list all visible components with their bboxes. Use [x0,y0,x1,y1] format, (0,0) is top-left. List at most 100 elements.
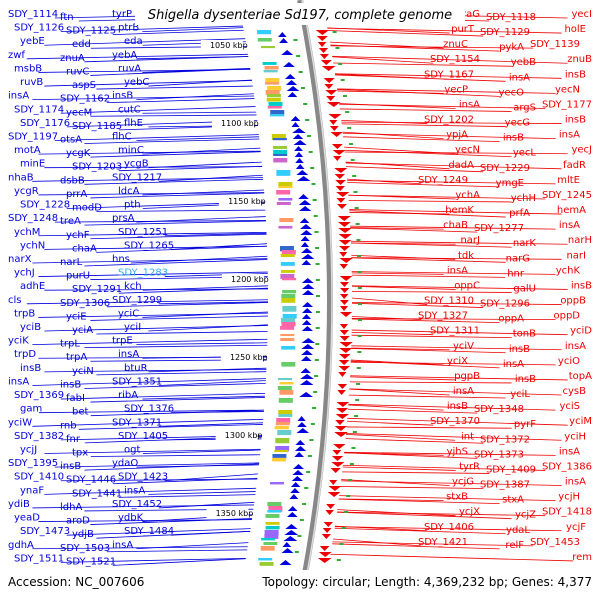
feature-block [268,506,283,512]
kbp-label-background [211,118,254,128]
leader-line-ychM [38,231,267,237]
leader-line-yecN [337,88,556,94]
gene-label-gdhA: gdhA [8,540,34,551]
gene-label-insB: insB [60,379,81,390]
leader-line-ydaL [334,527,506,535]
gene-label-stxB: stxB [446,492,468,503]
gene-label-aspS: aspS [72,80,96,91]
gene-label-relF: relF [505,540,524,551]
reverse-gene-arrow [331,456,344,461]
forward-gene-arrow [301,302,314,307]
leader-line-ruvA [142,68,251,73]
feature-block [279,218,294,223]
gene-label-insA: insA [8,376,29,387]
reverse-gene-arrow [335,414,349,419]
gene-label-prrA: prrA [66,189,87,200]
gene-label-yecP: yecP [444,84,468,95]
reverse-gene-arrow [321,66,336,71]
leader-line-pgpB [350,376,456,381]
leader-line-ycjH [339,495,556,501]
leader-line-SDY_1251 [164,232,267,237]
forward-gene-arrow [284,530,299,535]
gene-label-ycjZ: ycjZ [515,510,536,521]
reverse-gene-arrow [336,402,350,407]
reverse-gene-arrow [326,96,336,101]
gene-label-oppB: oppB [560,296,586,307]
leader-line-yciW [32,418,264,427]
leader-line-yciH [346,433,562,441]
reverse-gene-arrow [335,186,346,191]
feature-block [281,298,296,303]
reverse-gene-arrow [338,240,352,245]
gene-label-SDY_1311: SDY_1311 [430,326,480,337]
gene-label-SDY_1410: SDY_1410 [14,472,64,483]
leader-line-SDY_1291 [118,287,268,294]
leader-line-yciK [32,338,268,346]
leader-line-hns [130,255,268,264]
gene-label-tdk: tdk [458,250,474,261]
feature-block [261,46,276,49]
feature-block [265,522,280,525]
leader-line-insA [351,272,444,275]
forward-gene-arrow [301,260,312,265]
reverse-gene-arrow [337,390,346,395]
leader-line-insA [32,378,266,386]
feature-block [281,250,296,255]
reverse-gene-arrow [329,126,339,131]
gene-label-otsA: otsA [60,134,82,145]
feature-block [278,198,293,201]
feature-block [280,262,295,266]
reverse-gene-arrow [339,312,353,317]
feature-block [280,334,295,337]
gene-label-SDY_1162: SDY_1162 [60,94,110,105]
feature-block [261,538,276,541]
gene-label-ribA: ribA [118,390,138,401]
gene-label-hnr: hnr [507,268,525,279]
feature-block [257,38,272,42]
gene-label-ycjF: ycjF [566,522,586,533]
leader-line-SDY_1370 [347,420,434,426]
kbp-label-background [215,430,258,440]
leader-line-SDY_1310 [351,297,428,305]
gene-label-ogt: ogt [124,445,140,456]
feature-block [282,290,297,294]
leader-line-ynaF [44,487,257,495]
forward-gene-arrow [291,476,303,481]
reverse-gene-arrow [338,360,350,365]
leader-line-SDY_1154 [332,56,434,64]
gene-label-SDY_1217: SDY_1217 [112,172,162,183]
forward-gene-arrow [290,482,301,487]
gene-label-SDY_1327: SDY_1327 [418,311,468,322]
leader-line-gdhA [32,546,248,550]
gene-label-SDY_1395: SDY_1395 [8,458,58,469]
reverse-gene-arrow [336,204,348,209]
gene-label-SDY_1299: SDY_1299 [112,295,162,306]
gene-label-araG: araG [456,9,480,20]
gene-label-ycgK: ycgK [66,148,91,159]
reverse-gene-arrow [338,366,351,371]
gene-label-int: int [461,431,474,442]
feature-block [265,526,280,530]
reverse-gene-arrow [335,420,345,425]
feature-block [267,510,282,513]
leader-line-chaA [96,245,268,253]
gene-label-SDY_1174: SDY_1174 [14,104,64,115]
gene-label-msbB: msbB [14,63,42,74]
gene-label-SDY_1118: SDY_1118 [486,12,536,23]
reverse-gene-arrow [339,288,350,293]
leader-line-SDY_1249 [347,178,422,185]
leader-line-SDY_1296 [351,302,484,308]
forward-gene-arrow [296,176,311,181]
gene-label-SDY_1405: SDY_1405 [118,431,168,442]
leader-line-ychK [351,271,556,275]
gene-label-SDY_1446: SDY_1446 [66,475,116,486]
leader-line-hnr [351,274,506,278]
reverse-gene-arrow [339,294,349,299]
gene-label-yjhS: yjhS [447,446,468,457]
gene-label-hemA: hemA [557,205,586,216]
genome-backbone-highlight [301,0,333,600]
leader-line-hemK [349,212,450,215]
feature-block [271,134,286,140]
reverse-gene-arrow [330,468,341,473]
